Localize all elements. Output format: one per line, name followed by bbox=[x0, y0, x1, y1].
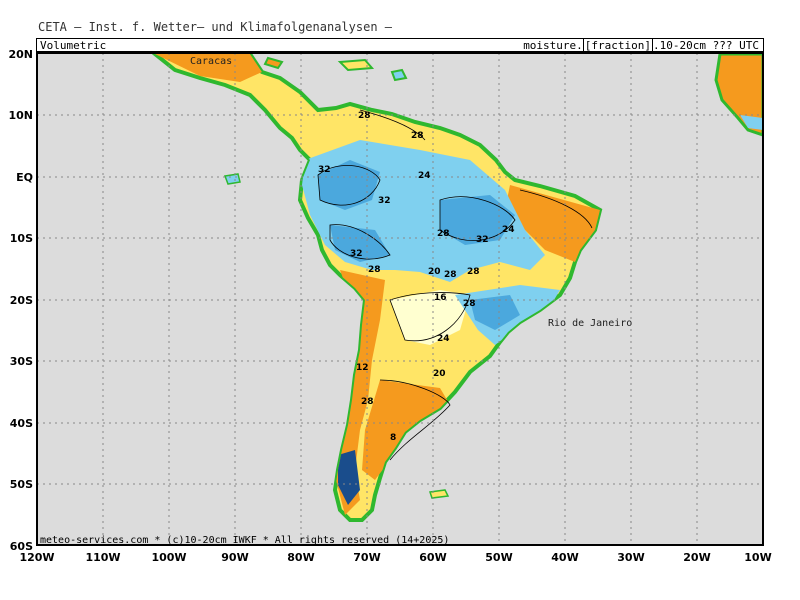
contour-label: 8 bbox=[390, 433, 396, 443]
lon-tick-label: 90W bbox=[221, 551, 248, 564]
contour-label: 24 bbox=[502, 225, 515, 235]
dry-zone-northeast bbox=[505, 185, 600, 262]
city-label-rio: Rio de Janeiro bbox=[548, 318, 632, 329]
unit-box: [fraction] bbox=[582, 38, 654, 53]
lon-tick-label: 70W bbox=[353, 551, 380, 564]
header-title: CETA — Inst. f. Wetter— und Klimafolgena… bbox=[38, 20, 393, 34]
contour-label: 28 bbox=[361, 397, 374, 407]
contour-label: 20 bbox=[428, 267, 441, 277]
contour-label: 20 bbox=[433, 369, 446, 379]
subheader-bar: Volumetric moisture. [fraction] .10-20cm ?… bbox=[36, 38, 764, 53]
variable-name-suffix: .10-20cm ??? UTC bbox=[653, 39, 759, 52]
lat-tick-label: 40S bbox=[10, 417, 33, 430]
lat-tick-label: 60S bbox=[10, 540, 33, 553]
pale-zone-chaco bbox=[390, 290, 470, 345]
lon-tick-label: 40W bbox=[551, 551, 578, 564]
lat-tick-label: 10S bbox=[10, 232, 33, 245]
wet-zone-parana bbox=[470, 295, 520, 330]
caribbean-island bbox=[263, 56, 284, 70]
lon-tick-label: 100W bbox=[151, 551, 186, 564]
variable-name-prefix: moisture. bbox=[523, 39, 583, 52]
caribbean-island bbox=[390, 68, 408, 82]
lon-tick-label: 50W bbox=[485, 551, 512, 564]
city-label-caracas: Caracas bbox=[190, 56, 232, 67]
contour-label: 32 bbox=[350, 249, 363, 259]
africa-moist-patch bbox=[740, 115, 763, 130]
contour-lines bbox=[317, 109, 593, 461]
longitude-axis: 120W 110W 100W 90W 80W 70W 60W 50W 40W 3… bbox=[19, 551, 771, 564]
lon-tick-label: 60W bbox=[419, 551, 446, 564]
lon-tick-label: 10W bbox=[744, 551, 771, 564]
lat-tick-label: 20S bbox=[10, 294, 33, 307]
contour-label: 12 bbox=[356, 363, 369, 373]
map-frame bbox=[36, 52, 764, 546]
contour-label: 28 bbox=[463, 299, 476, 309]
contour-label: 28 bbox=[411, 131, 424, 141]
lon-tick-label: 120W bbox=[19, 551, 54, 564]
contour-label: 16 bbox=[434, 293, 447, 303]
lon-tick-label: 110W bbox=[85, 551, 120, 564]
contour-label: 32 bbox=[476, 235, 489, 245]
contour-label: 28 bbox=[437, 229, 450, 239]
variable-name-label: moisture. [fraction] .10-20cm ??? UTC bbox=[523, 38, 759, 53]
contour-label: 32 bbox=[318, 165, 331, 175]
lon-tick-label: 80W bbox=[287, 551, 314, 564]
lat-tick-label: EQ bbox=[16, 171, 33, 184]
contour-value-labels: 28 28 32 24 32 28 32 24 32 28 20 28 28 1… bbox=[318, 111, 515, 443]
contour-label: 24 bbox=[437, 334, 450, 344]
wet-zone-west-amazon bbox=[318, 160, 380, 210]
contour-label: 28 bbox=[467, 267, 480, 277]
contour-label: 28 bbox=[368, 265, 381, 275]
contour-label: 28 bbox=[444, 270, 457, 280]
lon-tick-label: 20W bbox=[683, 551, 710, 564]
lat-tick-label: 20N bbox=[8, 48, 33, 61]
lat-tick-label: 50S bbox=[10, 478, 33, 491]
graticule bbox=[37, 53, 763, 545]
latitude-axis: 20N 10N EQ 10S 20S 30S 40S 50S 60S bbox=[8, 48, 33, 553]
moisture-fields bbox=[155, 54, 600, 515]
variable-type-label: Volumetric bbox=[40, 39, 107, 52]
lat-tick-label: 10N bbox=[8, 109, 33, 122]
copyright-notice: meteo-services.com * (c)10-20cm IWKF * A… bbox=[40, 535, 449, 546]
wet-zone-central-amazon bbox=[440, 195, 515, 245]
caribbean-island bbox=[337, 58, 375, 72]
contour-label: 24 bbox=[418, 171, 431, 181]
lon-tick-label: 30W bbox=[617, 551, 644, 564]
contour-label: 32 bbox=[378, 196, 391, 206]
wet-zone-south-chile bbox=[338, 450, 360, 505]
wet-zone-peru bbox=[330, 225, 390, 262]
contour-label: 28 bbox=[358, 111, 371, 121]
dry-zone-patagonia bbox=[362, 380, 450, 480]
falkland-island bbox=[429, 489, 450, 499]
lat-tick-label: 30S bbox=[10, 355, 33, 368]
